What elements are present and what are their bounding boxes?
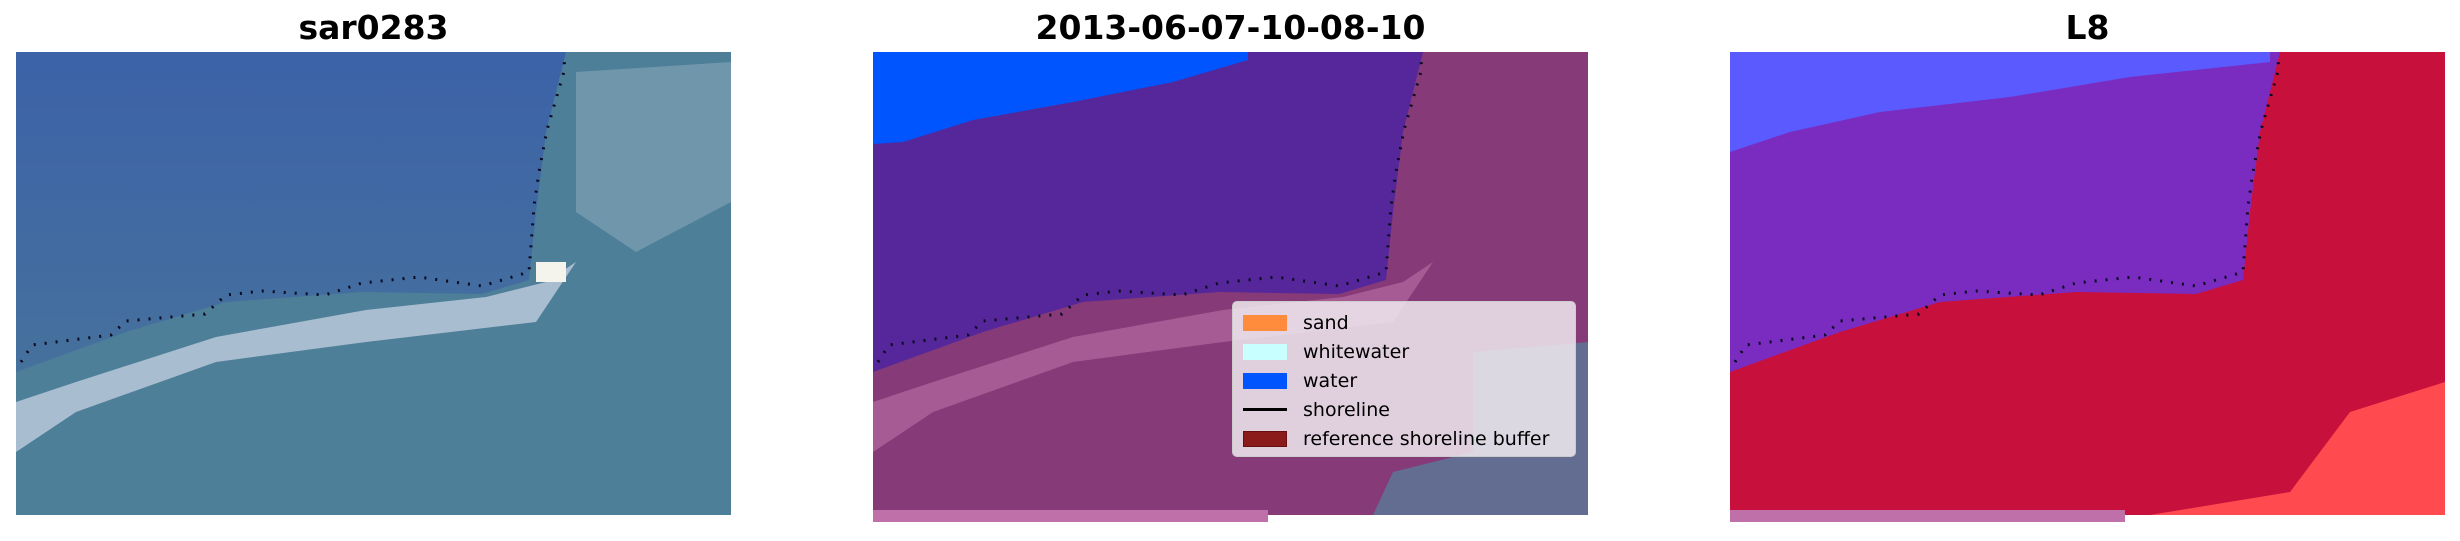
shoreline-line-swatch	[1243, 408, 1287, 411]
sand-swatch	[1243, 314, 1287, 331]
legend-item-water: water	[1243, 366, 1565, 395]
panel-title-classified: 2013-06-07-10-08-10	[1035, 8, 1426, 47]
legend-item-sand: sand	[1243, 308, 1565, 337]
legend-label: reference shoreline buffer	[1303, 427, 1550, 450]
legend-label: shoreline	[1303, 398, 1390, 421]
legend-label: water	[1303, 369, 1358, 392]
legend-label: whitewater	[1303, 340, 1410, 363]
rgb-image-panel	[16, 52, 731, 515]
legend-item-shoreline: shoreline	[1243, 395, 1565, 424]
whitewater-swatch	[1243, 343, 1287, 360]
legend: sand whitewater water shoreline referenc…	[1232, 301, 1576, 457]
l8-image-panel	[1730, 52, 2445, 522]
buffer-swatch	[1243, 430, 1287, 447]
water-swatch	[1243, 372, 1287, 389]
legend-item-whitewater: whitewater	[1243, 337, 1565, 366]
panel-title-rgb: sar0283	[298, 8, 449, 47]
legend-label: sand	[1303, 311, 1349, 334]
panel-title-l8: L8	[2065, 8, 2110, 47]
legend-item-buffer: reference shoreline buffer	[1243, 424, 1565, 453]
